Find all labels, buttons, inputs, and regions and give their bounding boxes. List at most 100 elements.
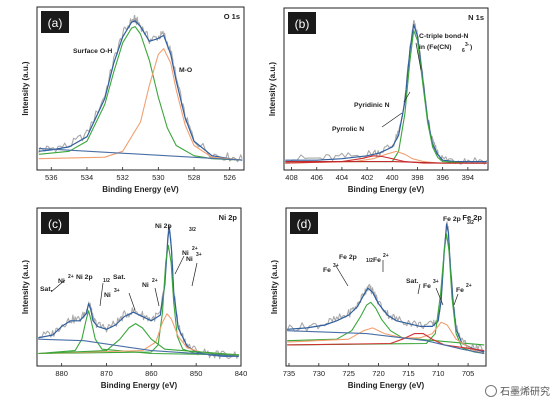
x-tick-label: 536: [45, 173, 58, 182]
series-envelope: [285, 24, 487, 163]
series-background: [38, 147, 243, 161]
annotation-label: 2+: [383, 253, 389, 259]
annotation-label: 2+: [68, 274, 74, 280]
panel-a: 536 534 532 530 528 526 Binding Energy (eV) Int…: [21, 6, 245, 194]
y-axis-title: Intensity (a.u.): [268, 62, 277, 117]
x-axis-title: Binding Energy (eV): [101, 381, 178, 390]
x-tick-label: 404: [336, 173, 349, 182]
annotation-leader: [417, 283, 421, 295]
annotation-label: 2+: [152, 278, 158, 284]
series-component-ni-2p3-2-ni2: [38, 244, 239, 356]
annotation-leader: [191, 262, 198, 287]
annotation-label: 3+: [433, 279, 439, 285]
watermark: 石墨烯研究: [485, 383, 550, 398]
series-raw: [285, 19, 488, 165]
plot-area: [38, 14, 243, 163]
annotation-label: 1/2: [103, 278, 110, 284]
x-tick-label: 528: [188, 173, 201, 182]
series-background: [38, 338, 239, 357]
plot-frame: [283, 7, 489, 171]
annotation-label: Ni 2p: [155, 223, 172, 230]
plot-frame: [36, 207, 242, 367]
x-axis-title: Binding Energy (eV): [348, 381, 425, 390]
annotation-label: Fe: [323, 267, 331, 274]
panel-title: O 1s: [224, 12, 240, 21]
annotation-leader: [403, 91, 411, 103]
x-tick-label: 870: [100, 369, 113, 378]
annotation-label: Surface O-H: [73, 48, 112, 55]
series-background: [287, 330, 485, 355]
series-component-surface-o-h: [38, 26, 243, 161]
series-component-fe3: [287, 321, 485, 355]
x-tick-label: 710: [432, 369, 445, 378]
x-tick-label: 534: [81, 173, 94, 182]
annotation-leader: [128, 292, 136, 311]
series-background: [285, 161, 487, 164]
annotation-label: Fe: [456, 287, 464, 294]
panel-b: 408 406 404 402 400 398 396 394 Binding Energy (…: [268, 7, 489, 194]
annotation-label: Fe 2p: [339, 254, 357, 261]
annotation-label: 3/2: [467, 220, 474, 226]
panel-title: Ni 2p: [219, 213, 238, 222]
series-component-m-o: [38, 48, 243, 161]
plot-frame: [36, 6, 245, 171]
annotation-label: M-O: [179, 67, 192, 74]
x-tick-label: 715: [402, 369, 415, 378]
series-component-c-triple-bond-n: [285, 29, 487, 164]
x-tick-label: 406: [310, 173, 323, 182]
panel-c: 880 870 860 850 840 Binding Energy (eV) Intens…: [21, 207, 247, 390]
panel-tag-label: (c): [48, 217, 62, 231]
annotation-label: 3+: [196, 252, 202, 258]
panel-tag: [290, 212, 318, 234]
annotation-label: 3+: [333, 263, 339, 269]
annotation-label: Ni: [104, 292, 111, 299]
annotation-label: 3/2: [189, 227, 196, 233]
annotation-leader: [174, 255, 185, 275]
annotation-label: Ni: [182, 250, 189, 257]
x-tick-label: 396: [436, 173, 449, 182]
annotation-leader: [415, 42, 422, 71]
panel-title: Fe 2p: [462, 213, 482, 222]
annotation-label: Ni: [142, 282, 149, 289]
x-tick-label: 394: [462, 173, 475, 182]
x-axis-title: Binding Energy (eV): [348, 185, 425, 194]
x-tick-label: 402: [361, 173, 374, 182]
annotation-label: Sat.: [40, 286, 53, 293]
wechat-icon: [485, 384, 497, 397]
x-tick-label: 880: [55, 369, 68, 378]
x-tick-label: 526: [223, 173, 236, 182]
panel-tag-label: (a): [48, 16, 63, 30]
annotation-label: ): [470, 44, 472, 51]
annotation-label: Ni: [186, 256, 193, 263]
annotation-label: 6: [462, 48, 465, 54]
annotation-label: Sat.: [406, 278, 419, 285]
series-component-sat: [38, 323, 239, 356]
x-tick-label: 408: [285, 173, 298, 182]
panel-tag: [41, 212, 69, 234]
panel-tag: [288, 12, 316, 34]
annotation-leader: [50, 279, 66, 293]
panel-tag-label: (b): [295, 17, 310, 31]
annotation-leader: [381, 112, 403, 128]
x-axis-title: Binding Energy (eV): [102, 185, 179, 194]
x-tick-label: 730: [313, 369, 326, 378]
plot-area: [285, 19, 488, 165]
annotation-leader: [453, 293, 459, 306]
x-tick-label: 735: [283, 369, 296, 378]
annotation-leader: [99, 282, 104, 307]
watermark-text: 石墨烯研究: [500, 387, 550, 398]
series-envelope: [287, 223, 485, 353]
annotation-label: 1/2: [366, 258, 373, 264]
panel-tag: [41, 11, 69, 33]
annotation-label: 3-: [465, 42, 470, 48]
series-raw: [37, 223, 240, 360]
series-envelope: [38, 226, 239, 357]
series-component-ni3: [38, 313, 239, 356]
annotation-label: Pyridinic N: [354, 102, 390, 109]
annotation-label: Fe: [373, 257, 381, 264]
panel-d: 735 730 725 720 715 710 705 Binding Energy (eV)…: [270, 207, 487, 390]
annotation-label: Pyrrolic N: [332, 126, 364, 133]
annotation-leader: [435, 287, 444, 306]
annotation-label: Ni: [58, 278, 65, 285]
